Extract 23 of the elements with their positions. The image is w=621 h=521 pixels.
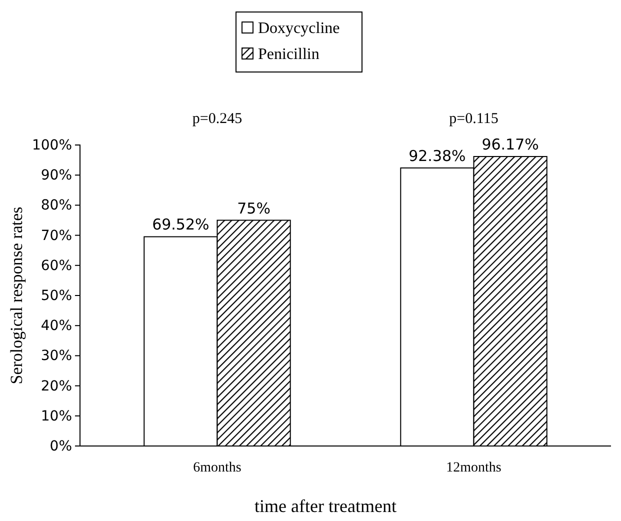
data-label: 69.52% — [152, 216, 210, 234]
y-tick-label: 0% — [50, 438, 72, 454]
data-label: 96.17% — [482, 136, 539, 154]
y-tick-label: 30% — [40, 348, 72, 364]
y-axis-title: Serological response rates — [7, 206, 26, 384]
x-tick-label: 12months — [446, 460, 502, 476]
y-tick-label: 40% — [40, 318, 72, 334]
data-label: 75% — [237, 199, 270, 218]
data-label: 92.38% — [408, 146, 466, 165]
x-tick-label: 6months — [193, 460, 242, 476]
y-tick-label: 10% — [40, 408, 72, 424]
y-tick-label: 20% — [40, 378, 72, 394]
text: p=0.245 — [192, 111, 242, 127]
y-tick-label: 100% — [32, 137, 72, 154]
legend-label: Penicillin — [258, 46, 320, 63]
y-tick-label: 90% — [40, 168, 72, 184]
y-tick-label: 50% — [40, 288, 72, 304]
legend-label: Doxycycline — [258, 20, 340, 37]
text: p=0.115 — [449, 111, 498, 127]
y-tick-label: 60% — [40, 258, 72, 274]
x-axis-title: time after treatment — [254, 496, 396, 516]
y-tick-label: 70% — [40, 228, 72, 244]
y-tick-label: 80% — [40, 198, 72, 214]
